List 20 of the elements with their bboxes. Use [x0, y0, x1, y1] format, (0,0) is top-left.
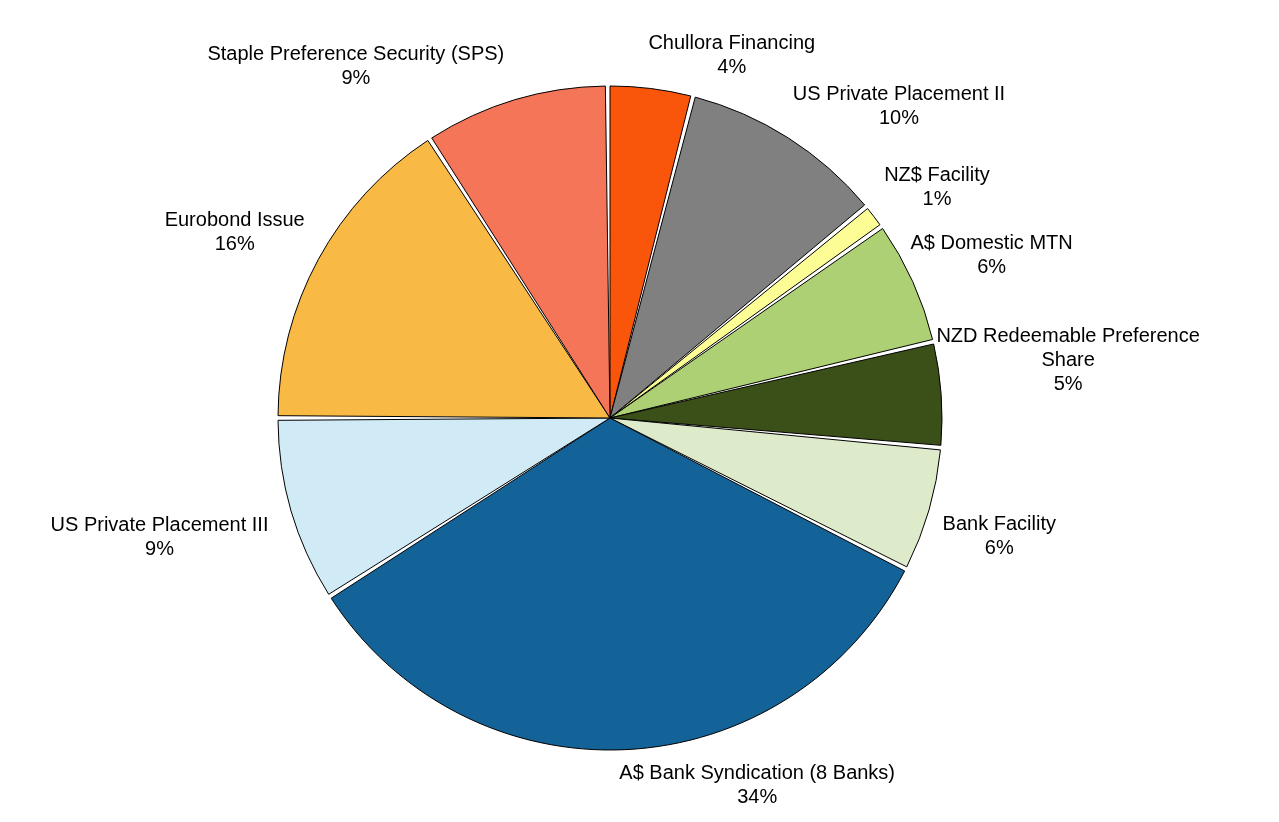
slice-label: Bank Facility [942, 512, 1056, 535]
data-label: 1% [922, 187, 952, 210]
data-label: 4% [717, 54, 747, 77]
slice-label: US Private Placement II [792, 81, 1006, 104]
data-label: 10% [878, 105, 920, 128]
data-label: 9% [341, 66, 371, 89]
slice-label: A$ Domestic MTN [910, 230, 1073, 253]
slice-label: US Private Placement III [50, 513, 269, 536]
data-label: 6% [984, 536, 1014, 559]
slice-label: Eurobond Issue [164, 207, 305, 230]
slice-label: NZD Redeemable Preference Share [936, 323, 1200, 370]
slice-label: A$ Bank Syndication (8 Banks) [619, 760, 896, 783]
data-label: 9% [145, 537, 175, 560]
data-label: 34% [737, 784, 778, 807]
data-label: 6% [977, 254, 1007, 277]
slice-label: Chullora Financing [648, 30, 816, 53]
slice-label: Staple Preference Security (SPS) [207, 42, 505, 65]
data-label: 16% [214, 231, 255, 254]
slice-label: NZ$ Facility [884, 163, 990, 186]
data-label: 5% [1053, 371, 1083, 394]
